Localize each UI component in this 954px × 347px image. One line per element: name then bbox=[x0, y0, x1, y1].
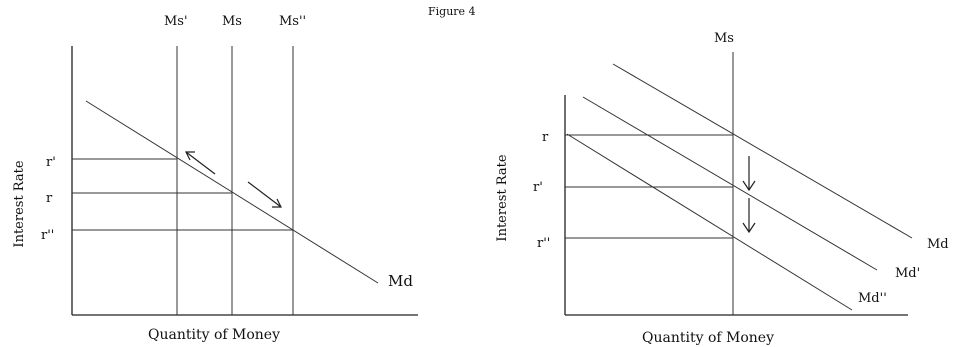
right-md-label: Md bbox=[927, 237, 949, 252]
up-left-arrow bbox=[185, 151, 216, 175]
left-md-curve bbox=[85, 100, 379, 284]
figure-title: Figure 4 bbox=[428, 5, 476, 18]
left-panel: Ms' Ms Ms'' r' r r'' Md Interest Rate Qu… bbox=[12, 14, 418, 343]
right-md-curve bbox=[612, 63, 913, 239]
down-right-arrow bbox=[247, 181, 282, 208]
right-y-axis-label: Interest Rate bbox=[495, 154, 510, 241]
left-ms-prime-label: Ms' bbox=[164, 14, 188, 29]
right-md-double-prime-label: Md'' bbox=[858, 291, 887, 306]
left-r-label: r bbox=[46, 191, 53, 206]
right-r-prime-label: r' bbox=[533, 180, 543, 195]
left-r-double-prime-label: r'' bbox=[41, 228, 54, 243]
right-ms-label: Ms bbox=[714, 31, 734, 46]
right-panel: Ms r r' r'' Md Md' Md'' Interest Rate Qu… bbox=[495, 31, 949, 346]
right-r-label: r bbox=[542, 130, 549, 145]
left-y-axis-label: Interest Rate bbox=[12, 160, 27, 247]
left-x-axis-label: Quantity of Money bbox=[148, 327, 280, 343]
left-ms-label: Ms bbox=[222, 14, 242, 29]
right-md-prime-curve bbox=[582, 96, 878, 271]
right-md-double-prime-curve bbox=[566, 133, 853, 311]
left-r-prime-label: r' bbox=[46, 155, 56, 170]
right-x-axis-label: Quantity of Money bbox=[642, 330, 774, 346]
left-ms-double-prime-label: Ms'' bbox=[279, 14, 306, 29]
down-arrow-upper bbox=[742, 156, 756, 192]
right-r-double-prime-label: r'' bbox=[537, 236, 550, 251]
down-arrow-lower bbox=[742, 198, 756, 234]
right-md-prime-label: Md' bbox=[895, 266, 920, 281]
left-md-label: Md bbox=[388, 272, 413, 290]
